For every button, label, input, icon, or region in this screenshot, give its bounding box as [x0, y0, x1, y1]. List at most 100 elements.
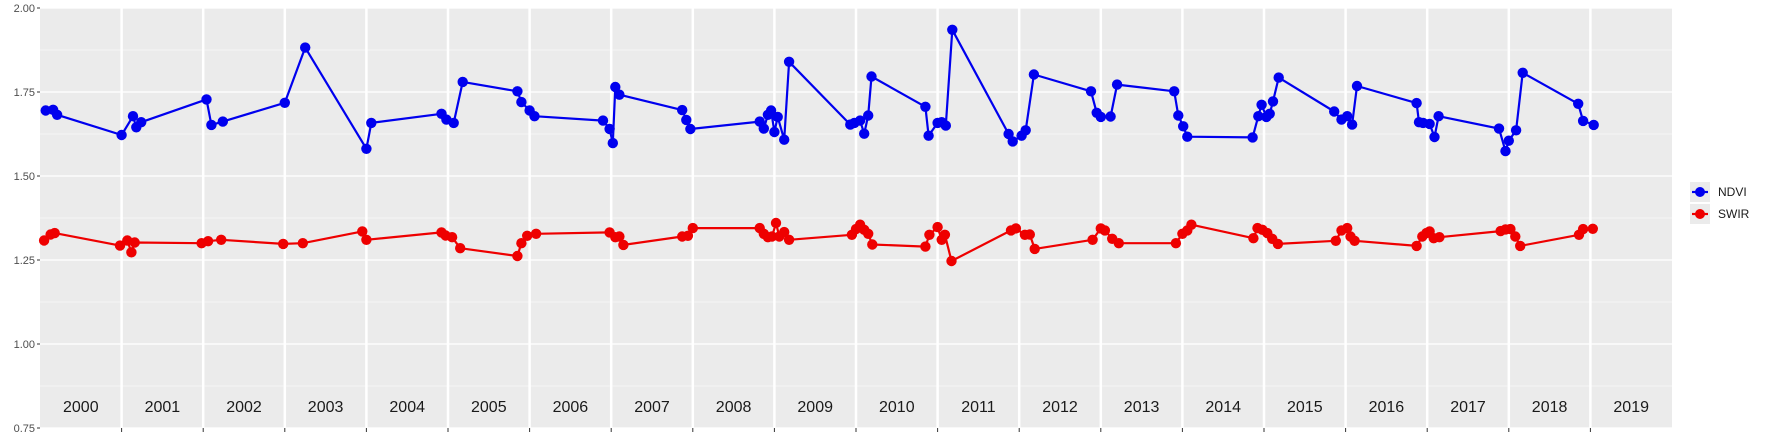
data-point — [946, 255, 957, 267]
year-label: 2011 — [961, 399, 996, 416]
data-point — [201, 94, 212, 105]
year-label: 2009 — [797, 399, 833, 416]
year-label: 2001 — [145, 399, 181, 416]
y-tick-label: 1.50 — [14, 171, 35, 183]
data-point — [516, 96, 527, 108]
data-point — [1411, 240, 1422, 252]
data-point — [1020, 125, 1031, 136]
data-point — [1169, 86, 1180, 97]
data-point — [614, 89, 625, 100]
data-point — [866, 71, 877, 82]
data-point — [457, 76, 468, 88]
data-point — [297, 238, 308, 249]
data-point — [1247, 132, 1258, 143]
data-point — [446, 232, 458, 243]
data-point — [512, 250, 523, 262]
data-point — [758, 123, 769, 134]
data-point — [114, 240, 126, 251]
data-point — [116, 129, 127, 141]
data-point — [361, 234, 372, 245]
data-point — [1505, 223, 1516, 235]
data-point — [1346, 119, 1358, 130]
data-point — [604, 123, 615, 135]
year-label: 2015 — [1287, 399, 1323, 416]
data-point — [1087, 234, 1098, 245]
year-label: 2018 — [1532, 399, 1568, 416]
series-swir — [38, 217, 1599, 267]
data-point — [127, 111, 139, 122]
data-point — [1248, 233, 1259, 244]
data-point — [1264, 108, 1275, 120]
data-point — [1573, 98, 1584, 110]
data-point — [455, 243, 466, 254]
grid-lines — [40, 7, 1672, 429]
data-point — [1099, 225, 1111, 236]
data-point — [1253, 111, 1264, 122]
data-point — [863, 228, 874, 239]
y-tick-label: 1.25 — [14, 255, 35, 267]
year-label: 2014 — [1205, 399, 1241, 416]
legend-label: SWIR — [1718, 207, 1750, 221]
data-point — [1186, 219, 1197, 230]
data-point — [947, 24, 958, 35]
series-ndvi — [40, 24, 1599, 157]
data-point — [366, 117, 377, 129]
data-point — [685, 123, 696, 135]
legend-key-point — [1695, 187, 1705, 197]
data-point — [681, 114, 692, 126]
data-point — [1273, 72, 1284, 83]
data-point — [522, 230, 533, 241]
data-point — [1493, 123, 1505, 134]
data-point — [1510, 231, 1521, 242]
data-point — [1010, 223, 1022, 234]
data-point — [136, 117, 147, 128]
data-point — [682, 230, 694, 241]
data-point — [1329, 106, 1340, 117]
data-point — [1113, 238, 1125, 249]
data-point — [202, 236, 214, 247]
year-labels: 2000 2001 2002 2003 2004 2005 2006 2007 2008 2009… — [63, 399, 1649, 416]
axes: 0.75 1.00 1.25 1.50 1.75 2.00 — [14, 3, 1591, 435]
data-point — [677, 104, 688, 116]
data-point — [300, 42, 311, 53]
data-point — [779, 134, 790, 145]
year-label: 2003 — [308, 399, 344, 416]
data-point — [1349, 235, 1360, 246]
data-point — [1411, 97, 1422, 109]
data-point — [1330, 235, 1342, 246]
data-point — [687, 222, 698, 234]
data-point — [1105, 111, 1116, 122]
data-point — [854, 115, 866, 126]
data-series — [38, 24, 1599, 267]
data-point — [932, 221, 943, 233]
data-point — [512, 86, 523, 97]
data-point — [1434, 232, 1445, 243]
data-point — [1517, 67, 1528, 79]
data-point — [1028, 69, 1040, 80]
data-point — [924, 229, 935, 240]
data-point — [1588, 119, 1599, 131]
year-label: 2005 — [471, 399, 507, 416]
data-point — [1577, 223, 1589, 235]
legend: NDVI SWIR — [1686, 176, 1773, 228]
data-point — [1424, 118, 1435, 130]
data-point — [770, 217, 782, 229]
data-point — [1029, 243, 1040, 255]
data-point — [772, 111, 783, 123]
data-point — [863, 110, 874, 121]
data-point — [765, 105, 777, 116]
data-point — [1500, 145, 1511, 157]
data-point — [357, 226, 368, 237]
y-tick-label: 2.00 — [14, 3, 35, 15]
data-point — [51, 109, 63, 121]
data-point — [783, 234, 795, 245]
legend-key-point — [1695, 209, 1705, 219]
data-point — [939, 229, 951, 240]
year-label: 2007 — [634, 399, 670, 416]
data-point — [1577, 115, 1589, 127]
data-point — [1256, 99, 1267, 111]
data-point — [769, 126, 780, 138]
data-point — [1170, 238, 1182, 249]
data-point — [1182, 131, 1193, 142]
